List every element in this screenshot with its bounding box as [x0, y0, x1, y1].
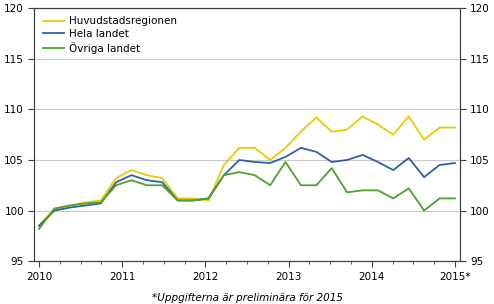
Övriga landet	[190, 199, 196, 202]
Hela landet	[51, 209, 57, 212]
Hela landet	[36, 224, 42, 228]
Övriga landet	[375, 188, 381, 192]
Övriga landet	[360, 188, 366, 192]
Övriga landet	[236, 170, 242, 174]
Övriga landet	[452, 197, 458, 200]
Hela landet	[206, 197, 211, 200]
Övriga landet	[313, 183, 319, 187]
Övriga landet	[421, 209, 427, 212]
Hela landet	[406, 156, 412, 160]
Huvudstadsregionen	[267, 158, 273, 162]
Övriga landet	[128, 178, 134, 182]
Övriga landet	[51, 207, 57, 210]
Övriga landet	[160, 183, 165, 187]
Övriga landet	[98, 201, 104, 204]
Hela landet	[344, 158, 350, 162]
Huvudstadsregionen	[236, 146, 242, 150]
Övriga landet	[113, 183, 119, 187]
Huvudstadsregionen	[51, 207, 57, 210]
Hela landet	[160, 180, 165, 184]
Huvudstadsregionen	[406, 115, 412, 118]
Hela landet	[283, 155, 288, 159]
Övriga landet	[221, 173, 227, 177]
Övriga landet	[206, 197, 211, 200]
Hela landet	[390, 168, 396, 172]
Hela landet	[128, 173, 134, 177]
Övriga landet	[175, 199, 181, 202]
Hela landet	[190, 199, 196, 202]
Huvudstadsregionen	[329, 130, 334, 133]
Övriga landet	[298, 183, 304, 187]
Huvudstadsregionen	[437, 126, 443, 130]
Hela landet	[267, 161, 273, 165]
Hela landet	[113, 180, 119, 184]
Huvudstadsregionen	[452, 126, 458, 130]
Övriga landet	[390, 197, 396, 200]
Huvudstadsregionen	[375, 123, 381, 126]
Line: Övriga landet: Övriga landet	[39, 162, 455, 229]
Hela landet	[313, 150, 319, 154]
Huvudstadsregionen	[298, 130, 304, 133]
Övriga landet	[329, 166, 334, 170]
Hela landet	[437, 163, 443, 167]
Övriga landet	[252, 173, 258, 177]
Line: Huvudstadsregionen: Huvudstadsregionen	[39, 116, 455, 226]
Huvudstadsregionen	[67, 204, 73, 207]
Övriga landet	[283, 160, 288, 164]
Huvudstadsregionen	[128, 168, 134, 172]
Huvudstadsregionen	[360, 115, 366, 118]
Hela landet	[360, 153, 366, 157]
Huvudstadsregionen	[36, 224, 42, 228]
Hela landet	[452, 161, 458, 165]
Hela landet	[221, 173, 227, 177]
Legend: Huvudstadsregionen, Hela landet, Övriga landet: Huvudstadsregionen, Hela landet, Övriga …	[40, 13, 180, 57]
Hela landet	[236, 158, 242, 162]
Huvudstadsregionen	[206, 199, 211, 202]
Huvudstadsregionen	[221, 163, 227, 167]
Text: *Uppgifterna är preliminära för 2015: *Uppgifterna är preliminära för 2015	[152, 293, 342, 303]
Övriga landet	[406, 186, 412, 190]
Hela landet	[421, 175, 427, 179]
Hela landet	[252, 160, 258, 164]
Övriga landet	[344, 191, 350, 194]
Huvudstadsregionen	[344, 128, 350, 131]
Huvudstadsregionen	[113, 176, 119, 180]
Huvudstadsregionen	[313, 116, 319, 119]
Hela landet	[144, 178, 150, 182]
Övriga landet	[267, 183, 273, 187]
Hela landet	[329, 160, 334, 164]
Övriga landet	[67, 204, 73, 207]
Hela landet	[298, 146, 304, 150]
Huvudstadsregionen	[190, 197, 196, 200]
Huvudstadsregionen	[98, 199, 104, 202]
Övriga landet	[144, 183, 150, 187]
Line: Hela landet: Hela landet	[39, 148, 455, 226]
Övriga landet	[36, 227, 42, 231]
Hela landet	[175, 199, 181, 202]
Huvudstadsregionen	[175, 197, 181, 200]
Hela landet	[98, 202, 104, 205]
Huvudstadsregionen	[252, 146, 258, 150]
Huvudstadsregionen	[390, 133, 396, 136]
Hela landet	[82, 204, 88, 207]
Övriga landet	[82, 202, 88, 205]
Huvudstadsregionen	[160, 176, 165, 180]
Huvudstadsregionen	[82, 201, 88, 204]
Huvudstadsregionen	[283, 146, 288, 150]
Huvudstadsregionen	[421, 138, 427, 142]
Huvudstadsregionen	[144, 173, 150, 177]
Hela landet	[375, 160, 381, 164]
Hela landet	[67, 206, 73, 209]
Övriga landet	[437, 197, 443, 200]
